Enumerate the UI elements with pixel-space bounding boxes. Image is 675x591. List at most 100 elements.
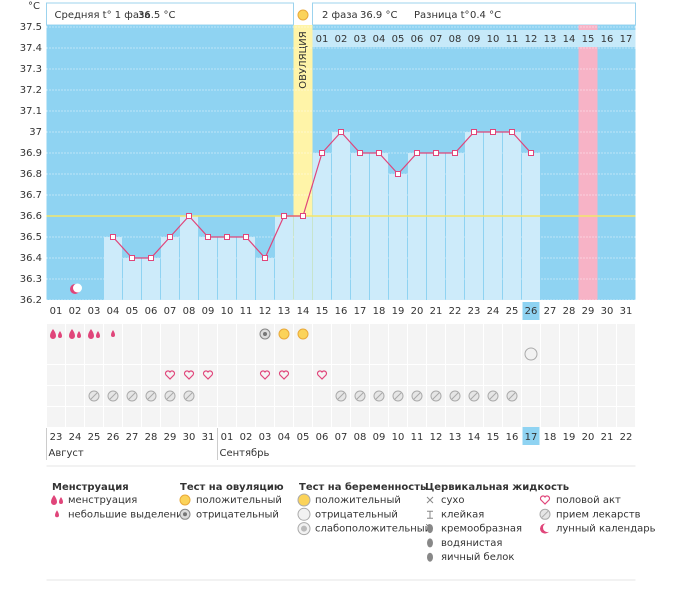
temp-bar (294, 216, 312, 300)
event-cell (351, 407, 369, 427)
temp-bar (275, 216, 293, 300)
event-cell (275, 365, 293, 385)
event-cell (66, 365, 84, 385)
event-cell (66, 324, 84, 344)
cycle-day: 01 (50, 306, 63, 317)
heart-icon (183, 370, 195, 380)
temp-point (186, 213, 192, 219)
drop-icon (69, 329, 81, 339)
event-cell (47, 386, 65, 406)
event-cell (503, 324, 521, 344)
event-cell (47, 365, 65, 385)
y-tick-label: 37.4 (20, 43, 42, 54)
event-cell (503, 407, 521, 427)
phase2-day: 05 (392, 34, 405, 45)
event-cell (503, 365, 521, 385)
cycle-day: 11 (240, 306, 253, 317)
today-date-box (522, 427, 540, 445)
event-cell (332, 344, 350, 364)
event-cell (579, 324, 597, 344)
event-cell (218, 365, 236, 385)
event-cell (313, 365, 331, 385)
legend-title: Тест на овуляцию (180, 482, 284, 493)
drop-icon (55, 510, 59, 518)
cycle-day: 15 (316, 306, 329, 317)
temp-point (338, 129, 344, 135)
pill-line (90, 392, 98, 400)
pill-line (541, 510, 549, 518)
temp-point (300, 213, 306, 219)
event-cell (465, 344, 483, 364)
event-cell (85, 407, 103, 427)
event-cell (85, 365, 103, 385)
event-cell (389, 407, 407, 427)
date-label: 15 (487, 432, 500, 443)
temp-bar (427, 153, 445, 300)
cycle-day: 26 (525, 306, 538, 317)
pill-line (451, 392, 459, 400)
event-cell (332, 407, 350, 427)
event-cell (598, 344, 616, 364)
temp-point (243, 234, 249, 240)
heart-icon (539, 495, 551, 505)
moon-cut (543, 523, 552, 533)
cycle-day: 18 (373, 306, 386, 317)
event-cell (256, 365, 274, 385)
legend-item: менструация (68, 495, 137, 506)
event-cell (465, 365, 483, 385)
today-box (522, 302, 540, 320)
cycle-day: 13 (278, 306, 291, 317)
cycle-day: 12 (259, 306, 272, 317)
event-cell (123, 407, 141, 427)
date-label: 31 (202, 432, 215, 443)
event-cell (446, 365, 464, 385)
event-cell (389, 365, 407, 385)
cycle-day: 04 (107, 306, 120, 317)
pill-line (375, 392, 383, 400)
cycle-day: 20 (411, 306, 424, 317)
date-label: 01 (221, 432, 234, 443)
event-cell (142, 407, 160, 427)
temp-bar (199, 237, 217, 300)
date-label: 20 (582, 432, 595, 443)
cycle-day: 10 (221, 306, 234, 317)
cycle-day: 14 (297, 306, 310, 317)
legend-item: клейкая (441, 509, 484, 520)
cycle-day: 09 (202, 306, 215, 317)
event-cell (104, 365, 122, 385)
cycle-day: 22 (449, 306, 462, 317)
event-cell (617, 344, 635, 364)
drop-icon (88, 329, 100, 339)
date-label: 07 (335, 432, 348, 443)
temp-point (376, 150, 382, 156)
phase2-day: 13 (544, 34, 557, 45)
temp-bar (389, 174, 407, 300)
legend-item: лунный календарь (556, 524, 656, 535)
preg-icon (297, 507, 311, 521)
event-cell (560, 386, 578, 406)
event-cell (541, 407, 559, 427)
temp-point (471, 129, 477, 135)
date-label: 21 (601, 432, 614, 443)
event-cell (85, 344, 103, 364)
sun-icon (297, 9, 309, 21)
event-cell (484, 365, 502, 385)
ovu-dot (183, 512, 187, 517)
drop-icon (50, 329, 62, 339)
y-tick-label: 37.2 (20, 85, 42, 96)
phase2-day: 07 (430, 34, 443, 45)
event-cell (104, 344, 122, 364)
phase2-day: 10 (487, 34, 500, 45)
temp-point (224, 234, 230, 240)
y-tick-label: 36.7 (20, 190, 42, 201)
date-label: 05 (297, 432, 310, 443)
temp-point (433, 150, 439, 156)
event-cell (446, 344, 464, 364)
egg-icon (427, 552, 433, 562)
event-cell (522, 407, 540, 427)
temp-point (395, 171, 401, 177)
phase2-day: 01 (316, 34, 329, 45)
event-cell (218, 324, 236, 344)
heart-icon (259, 370, 271, 380)
event-cell (541, 344, 559, 364)
